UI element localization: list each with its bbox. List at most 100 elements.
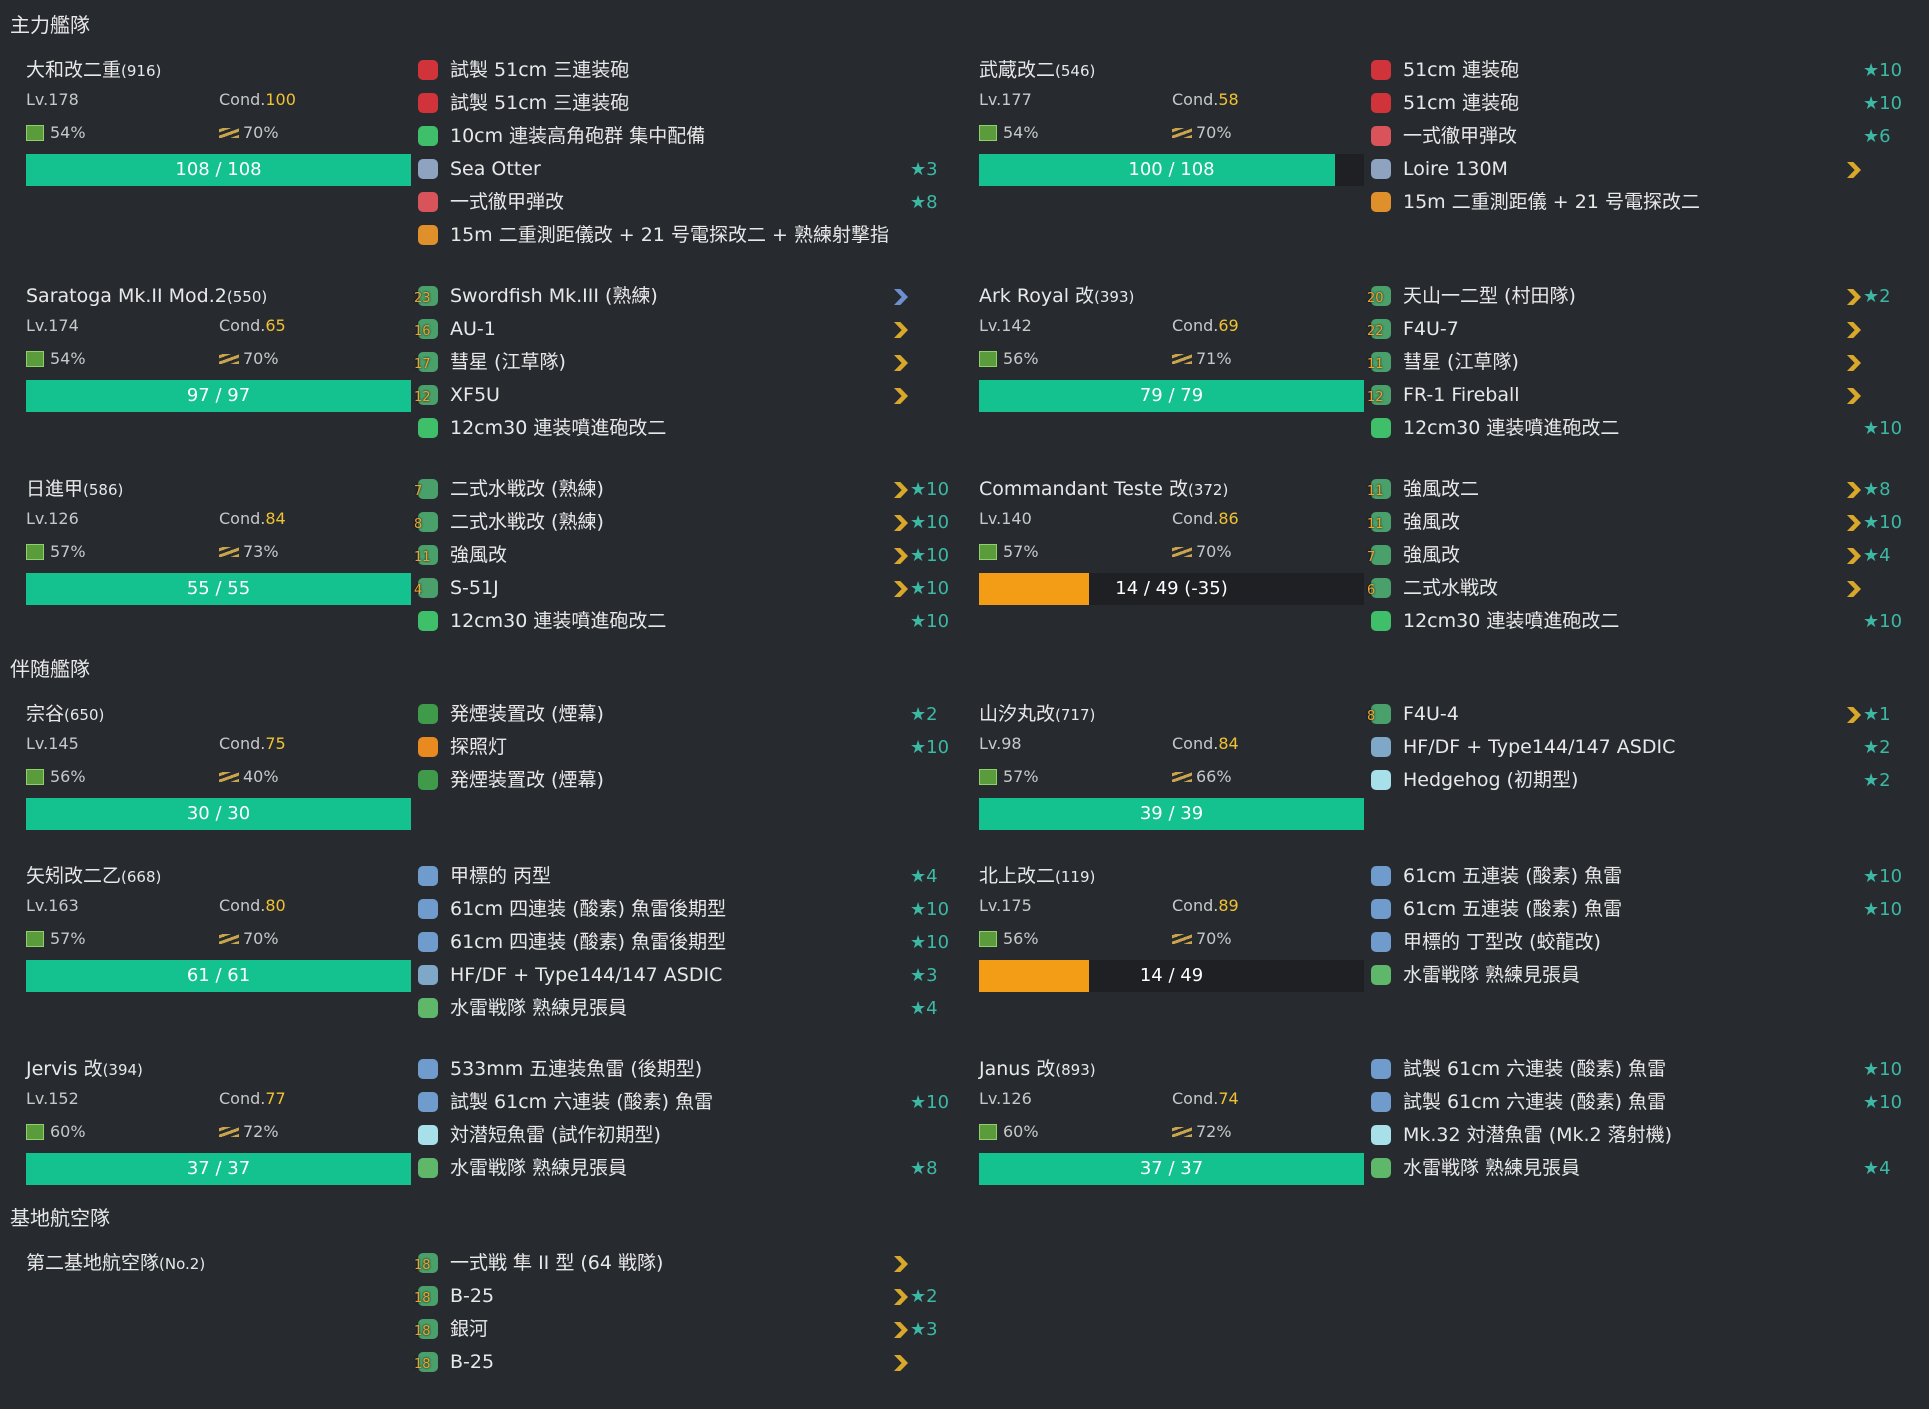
proficiency-icon — [894, 1355, 908, 1371]
improvement-level: ★3 — [910, 159, 938, 180]
proficiency-icon — [1847, 707, 1861, 723]
slot-count: 11 — [1367, 484, 1384, 499]
fuel: 54% — [26, 122, 86, 144]
improvement-level: ★2 — [1863, 737, 1891, 758]
improvement-level: ★10 — [1863, 611, 1903, 632]
equipment-icon — [418, 1253, 438, 1273]
equipment-name: F4U-4 — [1403, 703, 1459, 725]
slot-count: 7 — [414, 484, 423, 499]
equipment-list: 発煙装置改 (煙幕) ★2 探照灯 ★10 発煙装置改 (煙幕) — [416, 698, 949, 797]
equipment-name: 12cm30 連装噴進砲改二 — [1403, 610, 1620, 632]
equipment: 10cm 連装高角砲群 集中配備 — [416, 120, 946, 153]
hp-fill — [26, 960, 411, 992]
equipment: 18 B-25 ★2 — [414, 1280, 946, 1313]
improvement-level: ★10 — [1863, 1092, 1903, 1113]
equipment: Mk.32 対潜魚雷 (Mk.2 落射機) — [1369, 1119, 1899, 1152]
equipment: 533mm 五連装魚雷 (後期型) — [416, 1053, 946, 1086]
equipment-name: 強風改 — [1403, 511, 1461, 533]
section-title: 基地航空隊 — [10, 1206, 110, 1230]
ship-id: (650) — [64, 706, 105, 724]
equipment-name: 試製 61cm 六連装 (酸素) 魚雷 — [1403, 1058, 1667, 1080]
hp-bar: 79 / 79 — [979, 380, 1364, 412]
improvement-level: ★10 — [1863, 418, 1903, 439]
ammo: 66% — [1172, 766, 1232, 788]
ship-id: (893) — [1055, 1061, 1096, 1079]
improvement-level: ★10 — [910, 545, 950, 566]
equipment-name: Sea Otter — [450, 158, 541, 180]
cond-label: Cond. — [1172, 316, 1219, 335]
ship-card: 北上改二(119) Lv.175 Cond.89 56% 70% 14 / 49 61cm … — [953, 860, 1906, 1025]
equipment-name: 彗星 (江草隊) — [1403, 351, 1519, 373]
ship-name: 第二基地航空隊(No.2) — [26, 1247, 205, 1280]
improvement-level: ★10 — [910, 578, 950, 599]
ship-name: 山汐丸改(717) — [979, 698, 1095, 731]
equipment-icon — [1371, 866, 1391, 886]
equipment-name: 15m 二重測距儀改 + 21 号電探改二 + 熟練射撃指 — [450, 224, 889, 246]
ship-info: 武蔵改二(546) Lv.177 Cond.58 54% 70% 100 / 108 — [979, 54, 1364, 188]
fuel: 56% — [26, 766, 86, 788]
equipment-name: 二式水戦改 — [1403, 577, 1499, 599]
equipment-name: 二式水戦改 (熟練) — [450, 478, 604, 500]
ship-name: Commandant Teste 改(372) — [979, 473, 1228, 506]
ship-level: Lv.178 — [26, 90, 79, 109]
ship-info: Jervis 改(394) Lv.152 Cond.77 60% 72% 37 / 37 — [26, 1053, 411, 1187]
slot-count: 18 — [414, 1324, 431, 1339]
ammo: 72% — [1172, 1121, 1232, 1143]
ship-level: Lv.126 — [26, 509, 79, 528]
equipment: 試製 61cm 六連装 (酸素) 魚雷 ★10 — [416, 1086, 949, 1119]
equipment: 一式徹甲弾改 ★8 — [416, 186, 946, 219]
hp-fill — [26, 798, 411, 830]
equipment: 12cm30 連装噴進砲改二 ★10 — [416, 605, 950, 638]
equipment: 6 二式水戦改 — [1367, 572, 1899, 605]
improvement-level: ★10 — [910, 611, 950, 632]
equipment-icon — [418, 286, 438, 306]
slot-count: 17 — [414, 357, 431, 372]
equipment-name: 甲標的 丙型 — [450, 865, 552, 887]
ship-card: 大和改二重(916) Lv.178 Cond.100 54% 70% 108 / 108 試… — [0, 54, 953, 252]
slot-count: 12 — [414, 390, 431, 405]
hp-text: 79 / 79 — [1139, 385, 1204, 406]
proficiency-icon — [1847, 581, 1861, 597]
equipment: 11 強風改二 ★8 — [1367, 473, 1899, 506]
equipment: 51cm 連装砲 ★10 — [1369, 87, 1902, 120]
hp-text: 37 / 37 — [1139, 1158, 1204, 1179]
equipment: 61cm 五連装 (酸素) 魚雷 ★10 — [1369, 893, 1902, 926]
equipment-icon — [1371, 385, 1391, 405]
ship-card: Janus 改(893) Lv.126 Cond.74 60% 72% 37 / 37 試製… — [953, 1053, 1906, 1187]
equipment-name: HF/DF + Type144/147 ASDIC — [450, 964, 723, 986]
ship-card: Jervis 改(394) Lv.152 Cond.77 60% 72% 37 / 37 5… — [0, 1053, 953, 1187]
equipment-icon — [418, 192, 438, 212]
proficiency-icon — [894, 322, 908, 338]
equipment-icon — [418, 1286, 438, 1306]
cond-value: 84 — [1218, 734, 1239, 753]
ship-cond: Cond.75 — [219, 734, 286, 754]
slot-count: 11 — [414, 550, 431, 565]
equipment-name: 天山一二型 (村田隊) — [1403, 285, 1576, 307]
equipment-name: 15m 二重測距儀 + 21 号電探改二 — [1403, 191, 1700, 213]
hp-bar: 100 / 108 — [979, 154, 1364, 186]
ship-level: Lv.174 — [26, 316, 79, 335]
ship-cond: Cond.89 — [1172, 896, 1239, 916]
equipment-icon — [418, 512, 438, 532]
ship-name: 宗谷(650) — [26, 698, 104, 731]
slot-count: 12 — [1367, 390, 1384, 405]
ship-name: Jervis 改(394) — [26, 1053, 143, 1086]
ship-name-text: 大和改二重 — [26, 59, 122, 81]
hp-fill — [979, 154, 1336, 186]
equipment-icon — [1371, 1092, 1391, 1112]
equipment: 水雷戦隊 熟練見張員 ★4 — [1369, 1152, 1899, 1185]
slot-count: 7 — [1367, 550, 1376, 565]
cond-label: Cond. — [219, 1089, 266, 1108]
equipment-name: 対潜短魚雷 (試作初期型) — [450, 1124, 661, 1146]
equipment-list: 甲標的 丙型 ★4 61cm 四連装 (酸素) 魚雷後期型 ★10 61cm 四連装 (… — [416, 860, 949, 1025]
equipment-icon — [418, 1059, 438, 1079]
equipment: 12cm30 連装噴進砲改二 ★10 — [1369, 605, 1903, 638]
improvement-level: ★10 — [1863, 512, 1903, 533]
equipment: HF/DF + Type144/147 ASDIC ★2 — [1369, 731, 1899, 764]
equipment-list: 試製 51cm 三連装砲 試製 51cm 三連装砲 10cm 連装高角砲群 集中配備… — [416, 54, 946, 252]
hp-text: 37 / 37 — [186, 1158, 251, 1179]
equipment-name: 12cm30 連装噴進砲改二 — [1403, 417, 1620, 439]
equipment: 18 B-25 — [414, 1346, 946, 1379]
hp-text: 14 / 49 — [1139, 965, 1204, 986]
equipment-name: 探照灯 — [450, 736, 508, 758]
